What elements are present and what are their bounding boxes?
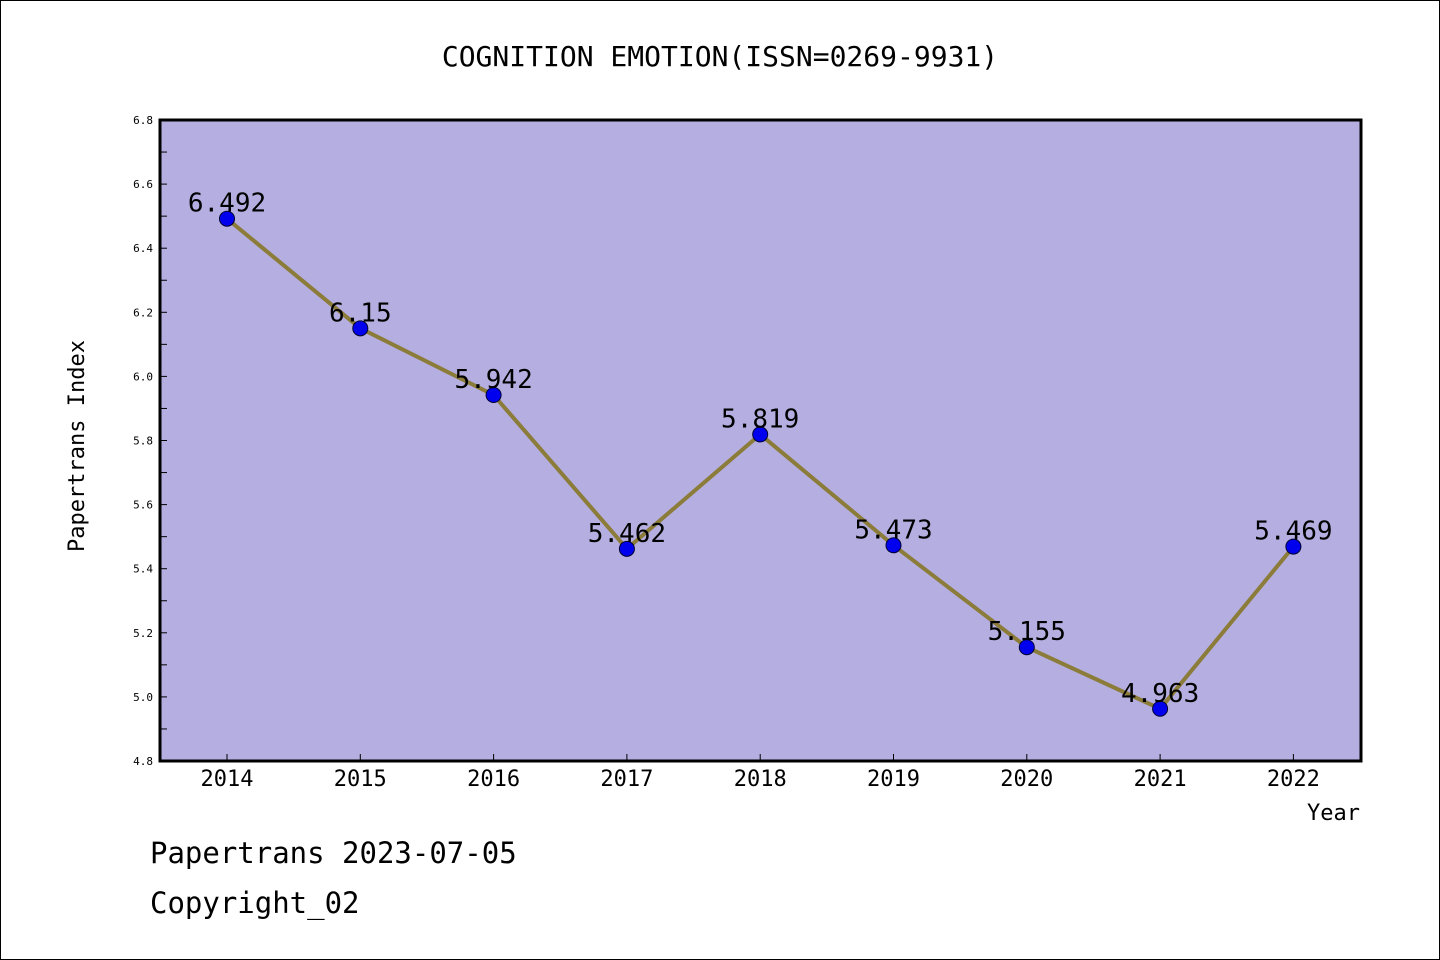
x-tick-label: 2018 [734,767,787,792]
y-tick-label: 6.2 [133,306,153,319]
data-label: 5.462 [588,519,666,549]
y-tick-label: 4.8 [133,755,153,768]
y-tick-label: 5.8 [133,435,153,448]
x-tick-label: 2014 [201,767,254,792]
y-tick-label: 5.4 [133,563,153,576]
footer-copyright: Copyright_02 [150,886,360,920]
x-tick-label: 2019 [867,767,920,792]
y-tick-label: 5.2 [133,627,153,640]
y-tick-label: 6.0 [133,370,153,383]
data-point [219,210,235,227]
data-label: 5.473 [854,515,932,545]
y-tick-label: 5.0 [133,691,153,704]
y-tick-label: 6.8 [133,114,153,127]
data-label: 5.469 [1254,517,1332,547]
data-point [618,540,635,557]
x-tick-label: 2017 [600,767,653,792]
plot-border [158,118,1363,763]
x-tick-label: 2020 [1000,767,1053,792]
data-label: 4.963 [1121,679,1199,709]
x-tick-label: 2022 [1267,767,1320,792]
x-tick-label: 2016 [467,767,520,792]
data-label: 5.819 [721,404,799,434]
data-label: 6.492 [188,189,266,219]
data-point [485,386,502,403]
data-point [1018,639,1035,656]
y-tick-label: 6.6 [133,178,153,191]
data-point [885,537,902,554]
x-axis-label: Year [1307,801,1360,826]
x-tick-label: 2021 [1134,767,1187,792]
x-axis-ticks: 2014 2015 2016 2017 2018 2019 2020 2021 2022 [201,754,1320,792]
data-point [1152,700,1169,717]
data-label: 5.155 [988,617,1066,647]
footer-date: Papertrans 2023-07-05 [150,836,517,870]
chart-title: COGNITION EMOTION(ISSN=0269-9931) [442,40,998,73]
data-labels: 6.492 6.15 5.942 5.462 5.819 5.473 5.155 4.963 5… [188,189,1333,709]
data-point [1285,538,1302,555]
y-tick-label: 6.4 [133,242,153,255]
y-tick-label: 5.6 [133,499,153,512]
x-tick-label: 2015 [334,767,387,792]
data-label: 6.15 [329,298,392,328]
data-points [219,210,1302,717]
data-point [752,426,769,443]
data-label: 5.942 [454,365,532,395]
y-axis-label: Papertrans Index [65,340,90,552]
data-point [352,320,369,337]
